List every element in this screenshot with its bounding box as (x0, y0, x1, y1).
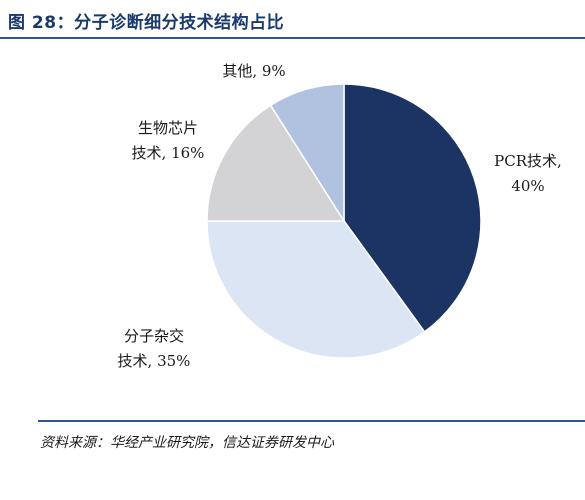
pie-slice-0 (343, 83, 482, 333)
pie-slice-3 (269, 83, 345, 224)
pie-labels: PCR技术, 40% 分子杂交技术, 35% 生物芯片技术, 16% 其他, 9% (118, 62, 562, 370)
pie-slice-1 (206, 220, 426, 359)
slice-label-line: 技术, 35% (118, 352, 191, 370)
slice-label-2: 生物芯片技术, 16% (132, 119, 205, 162)
slice-label-0: PCR技术, 40% (494, 152, 562, 195)
slice-label-line: 其他, 9% (222, 62, 285, 80)
slice-label-line: 生物芯片 (138, 119, 198, 137)
source-note: 资料来源：华经产业研究院，信达证券研发中心 (40, 435, 334, 451)
slice-label-3: 其他, 9% (222, 62, 285, 80)
slice-label-line: PCR技术, (494, 152, 562, 170)
slice-label-line: 40% (511, 177, 544, 195)
pie-slice-2 (206, 104, 346, 222)
slice-label-line: 技术, 16% (132, 144, 205, 162)
figure-title: 图 28：分子诊断细分技术结构占比 (8, 13, 285, 33)
pie-slices (206, 83, 482, 359)
source-rule (38, 420, 585, 422)
title-rule (0, 37, 585, 39)
slice-label-line: 分子杂交 (124, 327, 184, 345)
slice-label-1: 分子杂交技术, 35% (118, 327, 191, 370)
